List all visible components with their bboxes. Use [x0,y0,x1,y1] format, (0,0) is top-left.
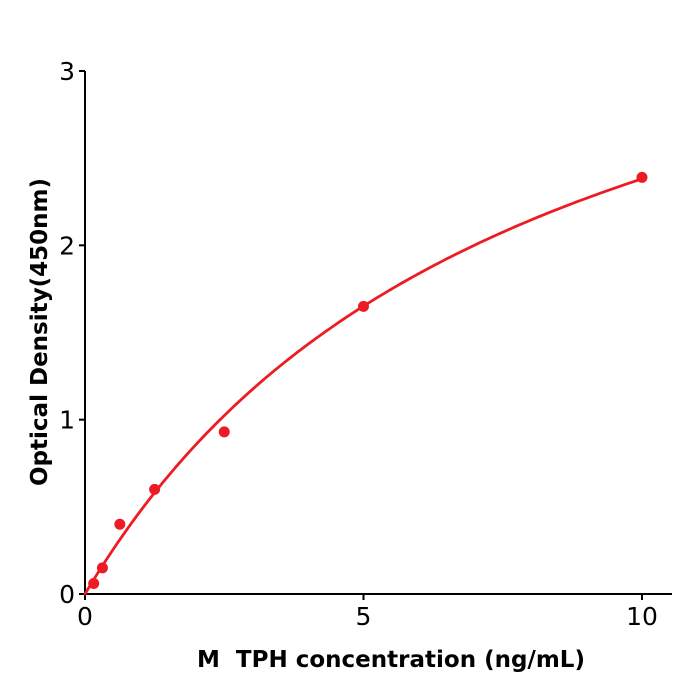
y-tick-label: 1 [59,406,75,435]
x-axis-title: M TPH concentration (ng/mL) [197,647,585,673]
series-layer [83,171,648,596]
axes-layer: 0 5 10 0 1 2 3 [59,57,672,631]
data-point [218,426,230,438]
data-point [149,483,161,495]
x-tick-label: 10 [626,602,658,631]
y-tick-label: 3 [59,57,75,86]
y-tick-label: 0 [59,580,75,609]
x-tick-label: 0 [77,602,93,631]
fit-curve [83,177,644,596]
y-axis-title: Optical Density(450nm) [27,178,53,486]
data-point [96,562,108,574]
y-tick-label: 2 [59,231,75,260]
data-point [358,300,369,312]
data-point [114,518,126,530]
data-point [636,171,648,183]
data-point [88,578,100,590]
x-tick-label: 5 [356,602,372,631]
